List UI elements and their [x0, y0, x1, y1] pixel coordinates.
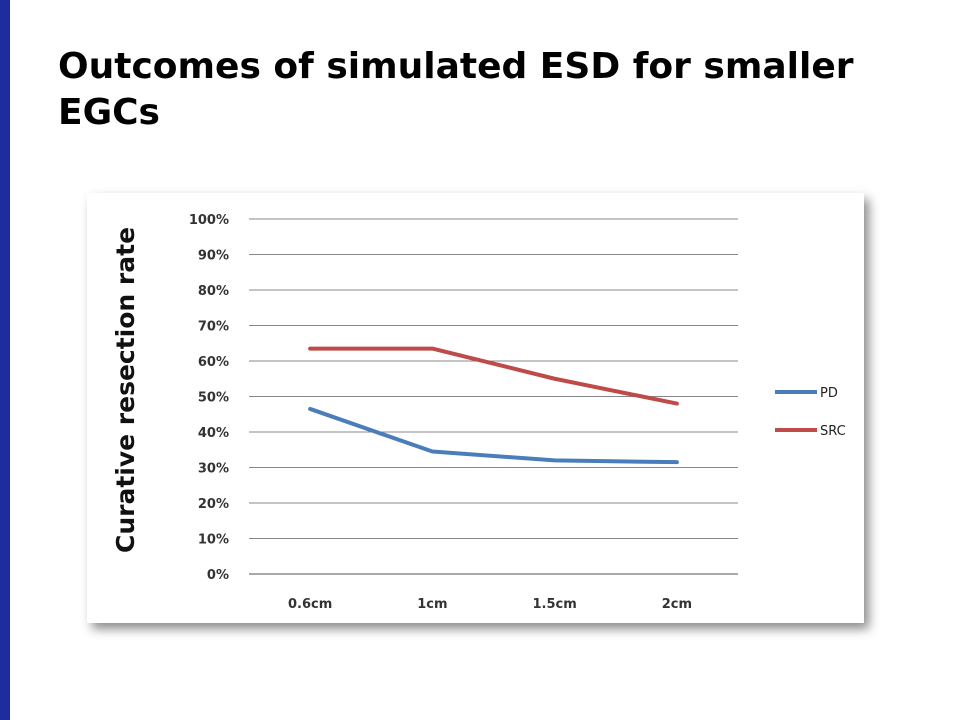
- x-tick-label: 1.5cm: [532, 597, 576, 612]
- line-chart: 0% 10% 20% 30% 40% 50% 60% 70% 80% 90% 100% 0.6cm 1…: [111, 213, 846, 612]
- x-tick-label: 2cm: [662, 597, 692, 612]
- x-tick-labels: 0.6cm 1cm 1.5cm 2cm: [288, 597, 692, 612]
- series-line-pd: [308, 406, 679, 465]
- x-tick-label: 0.6cm: [288, 597, 332, 612]
- y-tick-label: 80%: [198, 284, 229, 299]
- y-tick-label: 90%: [198, 249, 229, 264]
- y-tick-label: 70%: [198, 320, 229, 335]
- y-tick-label: 100%: [189, 213, 229, 228]
- y-axis-label: Curative resection rate: [111, 227, 140, 553]
- y-tick-label: 0%: [207, 568, 229, 583]
- y-tick-label: 20%: [198, 497, 229, 512]
- y-tick-label: 30%: [198, 462, 229, 477]
- y-tick-label: 50%: [198, 391, 229, 406]
- slide-title: Outcomes of simulated ESD for smaller EG…: [58, 46, 854, 133]
- legend-label-pd: PD: [820, 386, 838, 401]
- series-lines: [308, 346, 679, 465]
- y-tick-label: 40%: [198, 426, 229, 441]
- gridlines: [249, 218, 738, 575]
- series-line-src: [308, 346, 679, 406]
- y-tick-label: 10%: [198, 533, 229, 548]
- legend: PD SRC: [775, 386, 846, 439]
- x-tick-label: 1cm: [417, 597, 447, 612]
- legend-label-src: SRC: [820, 424, 846, 439]
- chart-frame: 0% 10% 20% 30% 40% 50% 60% 70% 80% 90% 100% 0.6cm 1…: [87, 193, 864, 623]
- slide-accent-bar: [0, 0, 10, 720]
- y-tick-label: 60%: [198, 355, 229, 370]
- y-tick-labels: 0% 10% 20% 30% 40% 50% 60% 70% 80% 90% 100%: [189, 213, 229, 583]
